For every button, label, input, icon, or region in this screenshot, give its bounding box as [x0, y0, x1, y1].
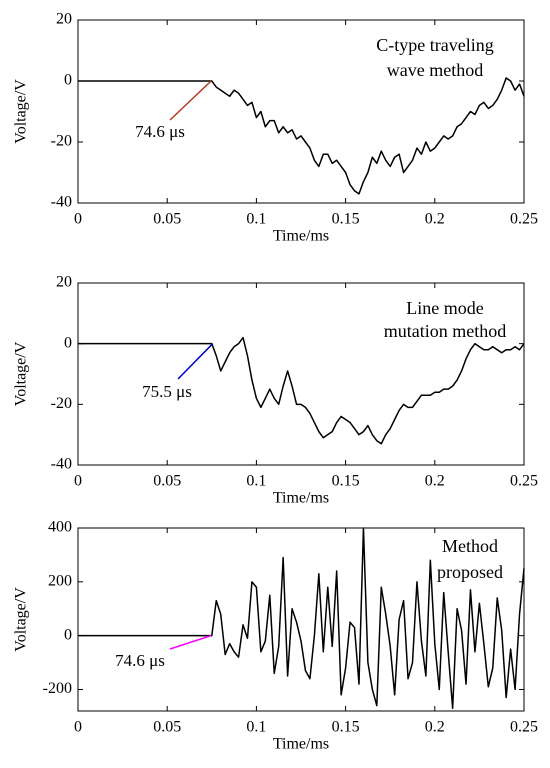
x-tick-label: 0: [74, 473, 82, 490]
onset-label: 74.6 μs: [135, 122, 185, 141]
axes-box: [77, 527, 525, 712]
x-tick-label: 0.2: [425, 473, 445, 490]
x-tick-label: 0.25: [510, 719, 538, 736]
x-tick-label: 0.25: [510, 473, 538, 490]
y-axis-label: Voltage/V: [13, 79, 30, 144]
method-label: Method: [442, 536, 498, 556]
x-axis-label: Time/ms: [273, 736, 329, 753]
x-tick-label: 0.05: [153, 211, 181, 228]
signal-line: [78, 77, 525, 195]
y-tick-label: 200: [48, 572, 72, 589]
y-tick-label: -20: [51, 133, 72, 150]
x-tick-label: 0.15: [332, 719, 360, 736]
x-tick-label: 0.2: [425, 719, 445, 736]
y-tick-label: 0: [64, 72, 72, 89]
y-tick-label: 400: [48, 519, 72, 536]
method-label: C-type traveling: [376, 35, 493, 55]
onset-label: 75.5 μs: [142, 382, 192, 401]
x-tick-label: 0.05: [153, 473, 181, 490]
axes-box: [77, 282, 525, 466]
y-tick-label: 20: [56, 274, 72, 291]
x-tick-label: 0.15: [332, 211, 360, 228]
y-tick-label: -40: [51, 456, 72, 473]
method-label: wave method: [387, 60, 483, 80]
onset-pointer: [169, 634, 212, 650]
onset-pointer: [169, 80, 212, 121]
x-tick-label: 0.2: [425, 211, 445, 228]
y-tick-label: -40: [51, 194, 72, 211]
y-tick-label: -20: [51, 395, 72, 412]
signal-line: [78, 527, 525, 710]
x-tick-label: 0: [74, 211, 82, 228]
x-tick-label: 0.25: [510, 211, 538, 228]
method-label: Line mode: [406, 298, 483, 318]
method-label: proposed: [437, 562, 503, 582]
method-label: mutation method: [384, 321, 506, 341]
x-tick-label: 0.1: [246, 719, 266, 736]
x-axis-label: Time/ms: [273, 490, 329, 507]
y-tick-label: -200: [43, 680, 72, 697]
y-axis-label: Voltage/V: [13, 341, 30, 406]
y-tick-label: 0: [64, 626, 72, 643]
y-tick-label: 0: [64, 334, 72, 351]
onset-pointer: [177, 343, 214, 380]
x-tick-label: 0.1: [246, 473, 266, 490]
x-tick-label: 0.05: [153, 719, 181, 736]
y-axis-label: Voltage/V: [13, 587, 30, 652]
signal-line: [78, 336, 525, 445]
y-tick-label: 20: [56, 11, 72, 28]
x-tick-label: 0.1: [246, 211, 266, 228]
x-axis-label: Time/ms: [273, 228, 329, 245]
axes-box: [77, 19, 525, 204]
onset-label: 74.6 μs: [115, 651, 165, 670]
x-tick-label: 0: [74, 719, 82, 736]
x-tick-label: 0.15: [332, 473, 360, 490]
